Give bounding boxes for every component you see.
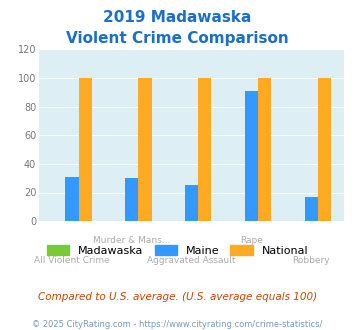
Bar xyxy=(125,178,138,221)
Text: Robbery: Robbery xyxy=(293,256,330,265)
Bar xyxy=(138,78,152,221)
Bar xyxy=(258,78,271,221)
Text: Aggravated Assault: Aggravated Assault xyxy=(147,256,236,265)
Text: All Violent Crime: All Violent Crime xyxy=(34,256,110,265)
Bar xyxy=(245,91,258,221)
Text: Murder & Mans...: Murder & Mans... xyxy=(93,236,170,245)
Text: 2019 Madawaska: 2019 Madawaska xyxy=(103,10,252,25)
Bar xyxy=(78,78,92,221)
Bar xyxy=(65,177,78,221)
Text: Rape: Rape xyxy=(240,236,263,245)
Text: Violent Crime Comparison: Violent Crime Comparison xyxy=(66,31,289,46)
Bar xyxy=(185,185,198,221)
Text: © 2025 CityRating.com - https://www.cityrating.com/crime-statistics/: © 2025 CityRating.com - https://www.city… xyxy=(32,320,323,329)
Legend: Madawaska, Maine, National: Madawaska, Maine, National xyxy=(43,241,312,260)
Text: Compared to U.S. average. (U.S. average equals 100): Compared to U.S. average. (U.S. average … xyxy=(38,292,317,302)
Bar xyxy=(198,78,212,221)
Bar xyxy=(305,197,318,221)
Bar xyxy=(318,78,331,221)
